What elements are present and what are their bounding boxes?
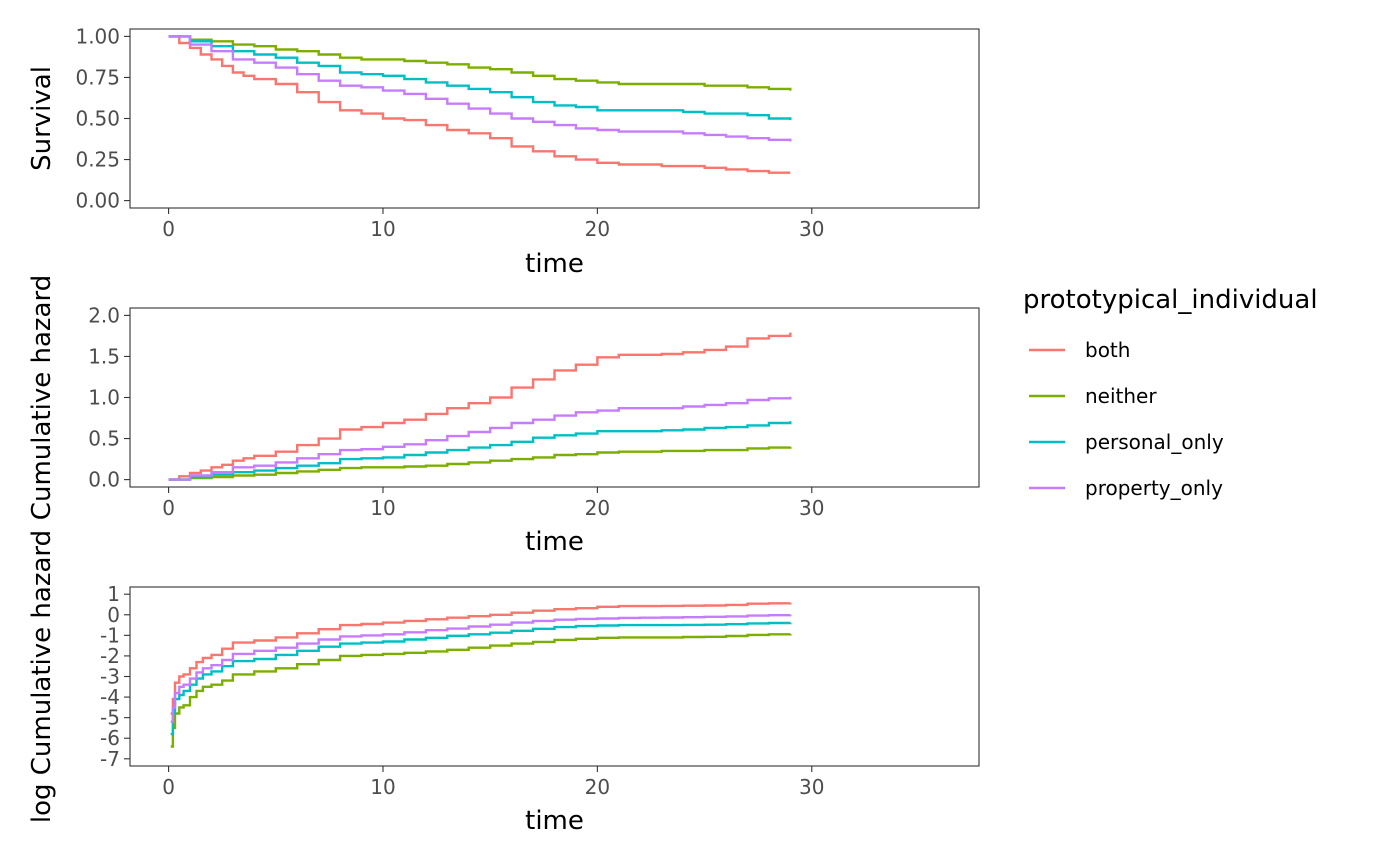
legend-label: both bbox=[1085, 338, 1130, 362]
y-tick-label: 0 bbox=[107, 603, 120, 627]
y-tick-label: 1.0 bbox=[88, 386, 120, 410]
x-tick-label: 20 bbox=[585, 496, 610, 520]
x-axis-title: time bbox=[525, 806, 584, 836]
x-tick-label: 30 bbox=[799, 775, 824, 799]
legend: prototypical_individual both neither perso… bbox=[1023, 285, 1318, 500]
legend-label: property_only bbox=[1085, 476, 1223, 500]
series-line-property_only bbox=[170, 614, 792, 723]
legend-item-neither: neither bbox=[1029, 384, 1157, 408]
x-tick-label: 30 bbox=[799, 496, 824, 520]
series-line-neither bbox=[170, 633, 792, 748]
x-tick-label: 10 bbox=[370, 775, 395, 799]
legend-label: personal_only bbox=[1085, 430, 1224, 454]
series-line-personal_only bbox=[168, 35, 792, 121]
series-line-property_only bbox=[168, 396, 792, 481]
panel-border bbox=[129, 28, 980, 209]
legend-title: prototypical_individual bbox=[1023, 285, 1318, 315]
series-line-both bbox=[170, 602, 792, 715]
y-tick-label: -5 bbox=[100, 706, 120, 730]
y-axis-title: Survival bbox=[27, 66, 57, 171]
series-line-personal_only bbox=[168, 421, 792, 481]
x-tick-label: 20 bbox=[585, 775, 610, 799]
legend-item-property_only: property_only bbox=[1029, 476, 1223, 500]
panels: 0 10 20 300.000.250.500.751.00timeSurvival0… bbox=[27, 24, 980, 836]
series-line-neither bbox=[168, 35, 792, 91]
y-tick-label: 0.00 bbox=[75, 189, 120, 213]
y-axis-title: Cumulative hazard bbox=[27, 275, 57, 520]
x-tick-label: 10 bbox=[370, 217, 395, 241]
x-axis-title: time bbox=[525, 249, 584, 279]
legend-item-both: both bbox=[1029, 338, 1130, 362]
x-tick-label: 10 bbox=[370, 496, 395, 520]
panel-border bbox=[129, 586, 980, 767]
legend-entries: both neither personal_only property_only bbox=[1029, 338, 1224, 500]
y-tick-label: -2 bbox=[100, 644, 120, 668]
y-tick-label: 0.50 bbox=[75, 107, 120, 131]
series-line-personal_only bbox=[170, 621, 792, 736]
panel-border bbox=[129, 307, 980, 488]
y-tick-label: 0.0 bbox=[88, 468, 120, 492]
y-axis-title: log Cumulative hazard bbox=[27, 530, 57, 823]
y-tick-label: -4 bbox=[100, 685, 120, 709]
panel-2: 0 10 20 30 0.0 0.5 1.0 1.5 2.0 time Cumulative haz… bbox=[27, 275, 980, 557]
y-tick-label: 0.5 bbox=[88, 427, 120, 451]
legend-item-personal_only: personal_only bbox=[1029, 430, 1224, 454]
series-line-property_only bbox=[168, 35, 792, 142]
y-tick-label: -7 bbox=[100, 747, 120, 771]
x-tick-label: 0 bbox=[162, 496, 175, 520]
x-tick-label: 0 bbox=[162, 217, 175, 241]
x-tick-label: 20 bbox=[585, 217, 610, 241]
y-tick-label: -3 bbox=[100, 665, 120, 689]
panel-1: 0 10 20 30 0.00 0.25 0.50 0.75 1.00 time Survival bbox=[27, 24, 980, 279]
y-tick-label: 1.00 bbox=[75, 24, 120, 48]
series-line-both bbox=[168, 332, 792, 481]
y-tick-label: -6 bbox=[100, 726, 120, 750]
y-tick-label: 1.5 bbox=[88, 344, 120, 368]
series-line-both bbox=[168, 35, 791, 174]
y-tick-label: 0.25 bbox=[75, 148, 120, 172]
legend-label: neither bbox=[1085, 384, 1157, 408]
series-line-neither bbox=[168, 446, 792, 481]
y-tick-label: 2.0 bbox=[88, 303, 120, 327]
y-tick-label: 1 bbox=[107, 582, 120, 606]
x-tick-label: 30 bbox=[799, 217, 824, 241]
x-tick-label: 0 bbox=[162, 775, 175, 799]
x-axis-title: time bbox=[525, 527, 584, 557]
y-tick-label: -1 bbox=[100, 623, 120, 647]
y-tick-label: 0.75 bbox=[75, 65, 120, 89]
